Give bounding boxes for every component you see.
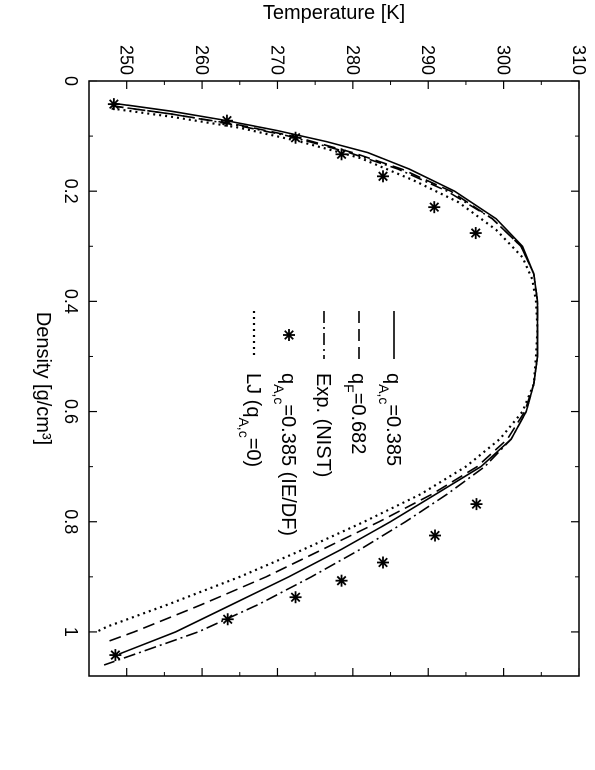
star-stroke (378, 171, 388, 182)
y-tick-label: 280 (343, 45, 363, 75)
star-stroke (290, 132, 301, 143)
star-stroke (336, 575, 347, 586)
data-point (335, 574, 348, 587)
data-point (289, 591, 302, 604)
legend-label: qA,c=0.385 (IE/DF) (271, 373, 299, 536)
y-tick-label: 260 (192, 45, 212, 75)
data-point (377, 170, 389, 183)
series-line-2 (103, 105, 539, 666)
star-stroke (222, 115, 232, 126)
plot-area: 0 0.2 0.4 0.6 0.8 1 250 260 270 280 290 300 310 qA,c… (32, 2, 589, 677)
star-stroke (430, 530, 440, 541)
data-point (107, 98, 120, 111)
data-point (429, 529, 442, 542)
data-point (221, 613, 234, 626)
legend-label: qA,c=0.385 (376, 373, 404, 466)
legend-marker (283, 329, 295, 341)
legend-label: qF=0.682 (341, 373, 369, 454)
star-stroke (470, 228, 481, 238)
series-line-4 (96, 107, 539, 633)
star-stroke (110, 650, 121, 660)
plot-frame (88, 80, 580, 677)
x-tick-label: 0.8 (61, 509, 81, 534)
data-point (289, 131, 302, 144)
star-stroke (378, 557, 388, 568)
y-tick-label: 290 (418, 45, 438, 75)
data-point (377, 556, 389, 569)
chart-marks (96, 98, 539, 666)
data-point (220, 114, 233, 127)
data-point (428, 201, 441, 214)
y-tick-label: 300 (494, 45, 514, 75)
y-tick-label: 250 (117, 45, 137, 75)
legend-label: Exp. (NIST) (312, 373, 334, 477)
star-stroke (222, 614, 233, 625)
x-tick-label: 0.4 (61, 289, 81, 314)
star-stroke (108, 99, 119, 110)
y-axis-label: Temperature [K] (263, 2, 405, 24)
data-point (109, 649, 122, 662)
x-tick-label: 1 (61, 627, 81, 637)
star-stroke (471, 499, 482, 509)
x-tick-label: 0.2 (61, 179, 81, 204)
star-stroke (336, 149, 347, 160)
star-stroke (284, 330, 294, 340)
star-stroke (429, 202, 440, 213)
star-stroke (290, 592, 301, 603)
x-tick-label: 0 (61, 76, 81, 86)
data-point (469, 227, 482, 240)
y-tick-label: 310 (569, 45, 589, 75)
x-axis-label: Density [g/cm³] (32, 312, 54, 445)
legend-label: LJ (qA,c=0) (236, 373, 264, 467)
data-point (335, 148, 348, 161)
data-point (470, 498, 483, 511)
x-tick-label: 0.6 (61, 399, 81, 424)
axis-ticks: 0 0.2 0.4 0.6 0.8 1 250 260 270 280 290 300 310 (61, 45, 589, 676)
y-tick-label: 270 (267, 45, 287, 75)
